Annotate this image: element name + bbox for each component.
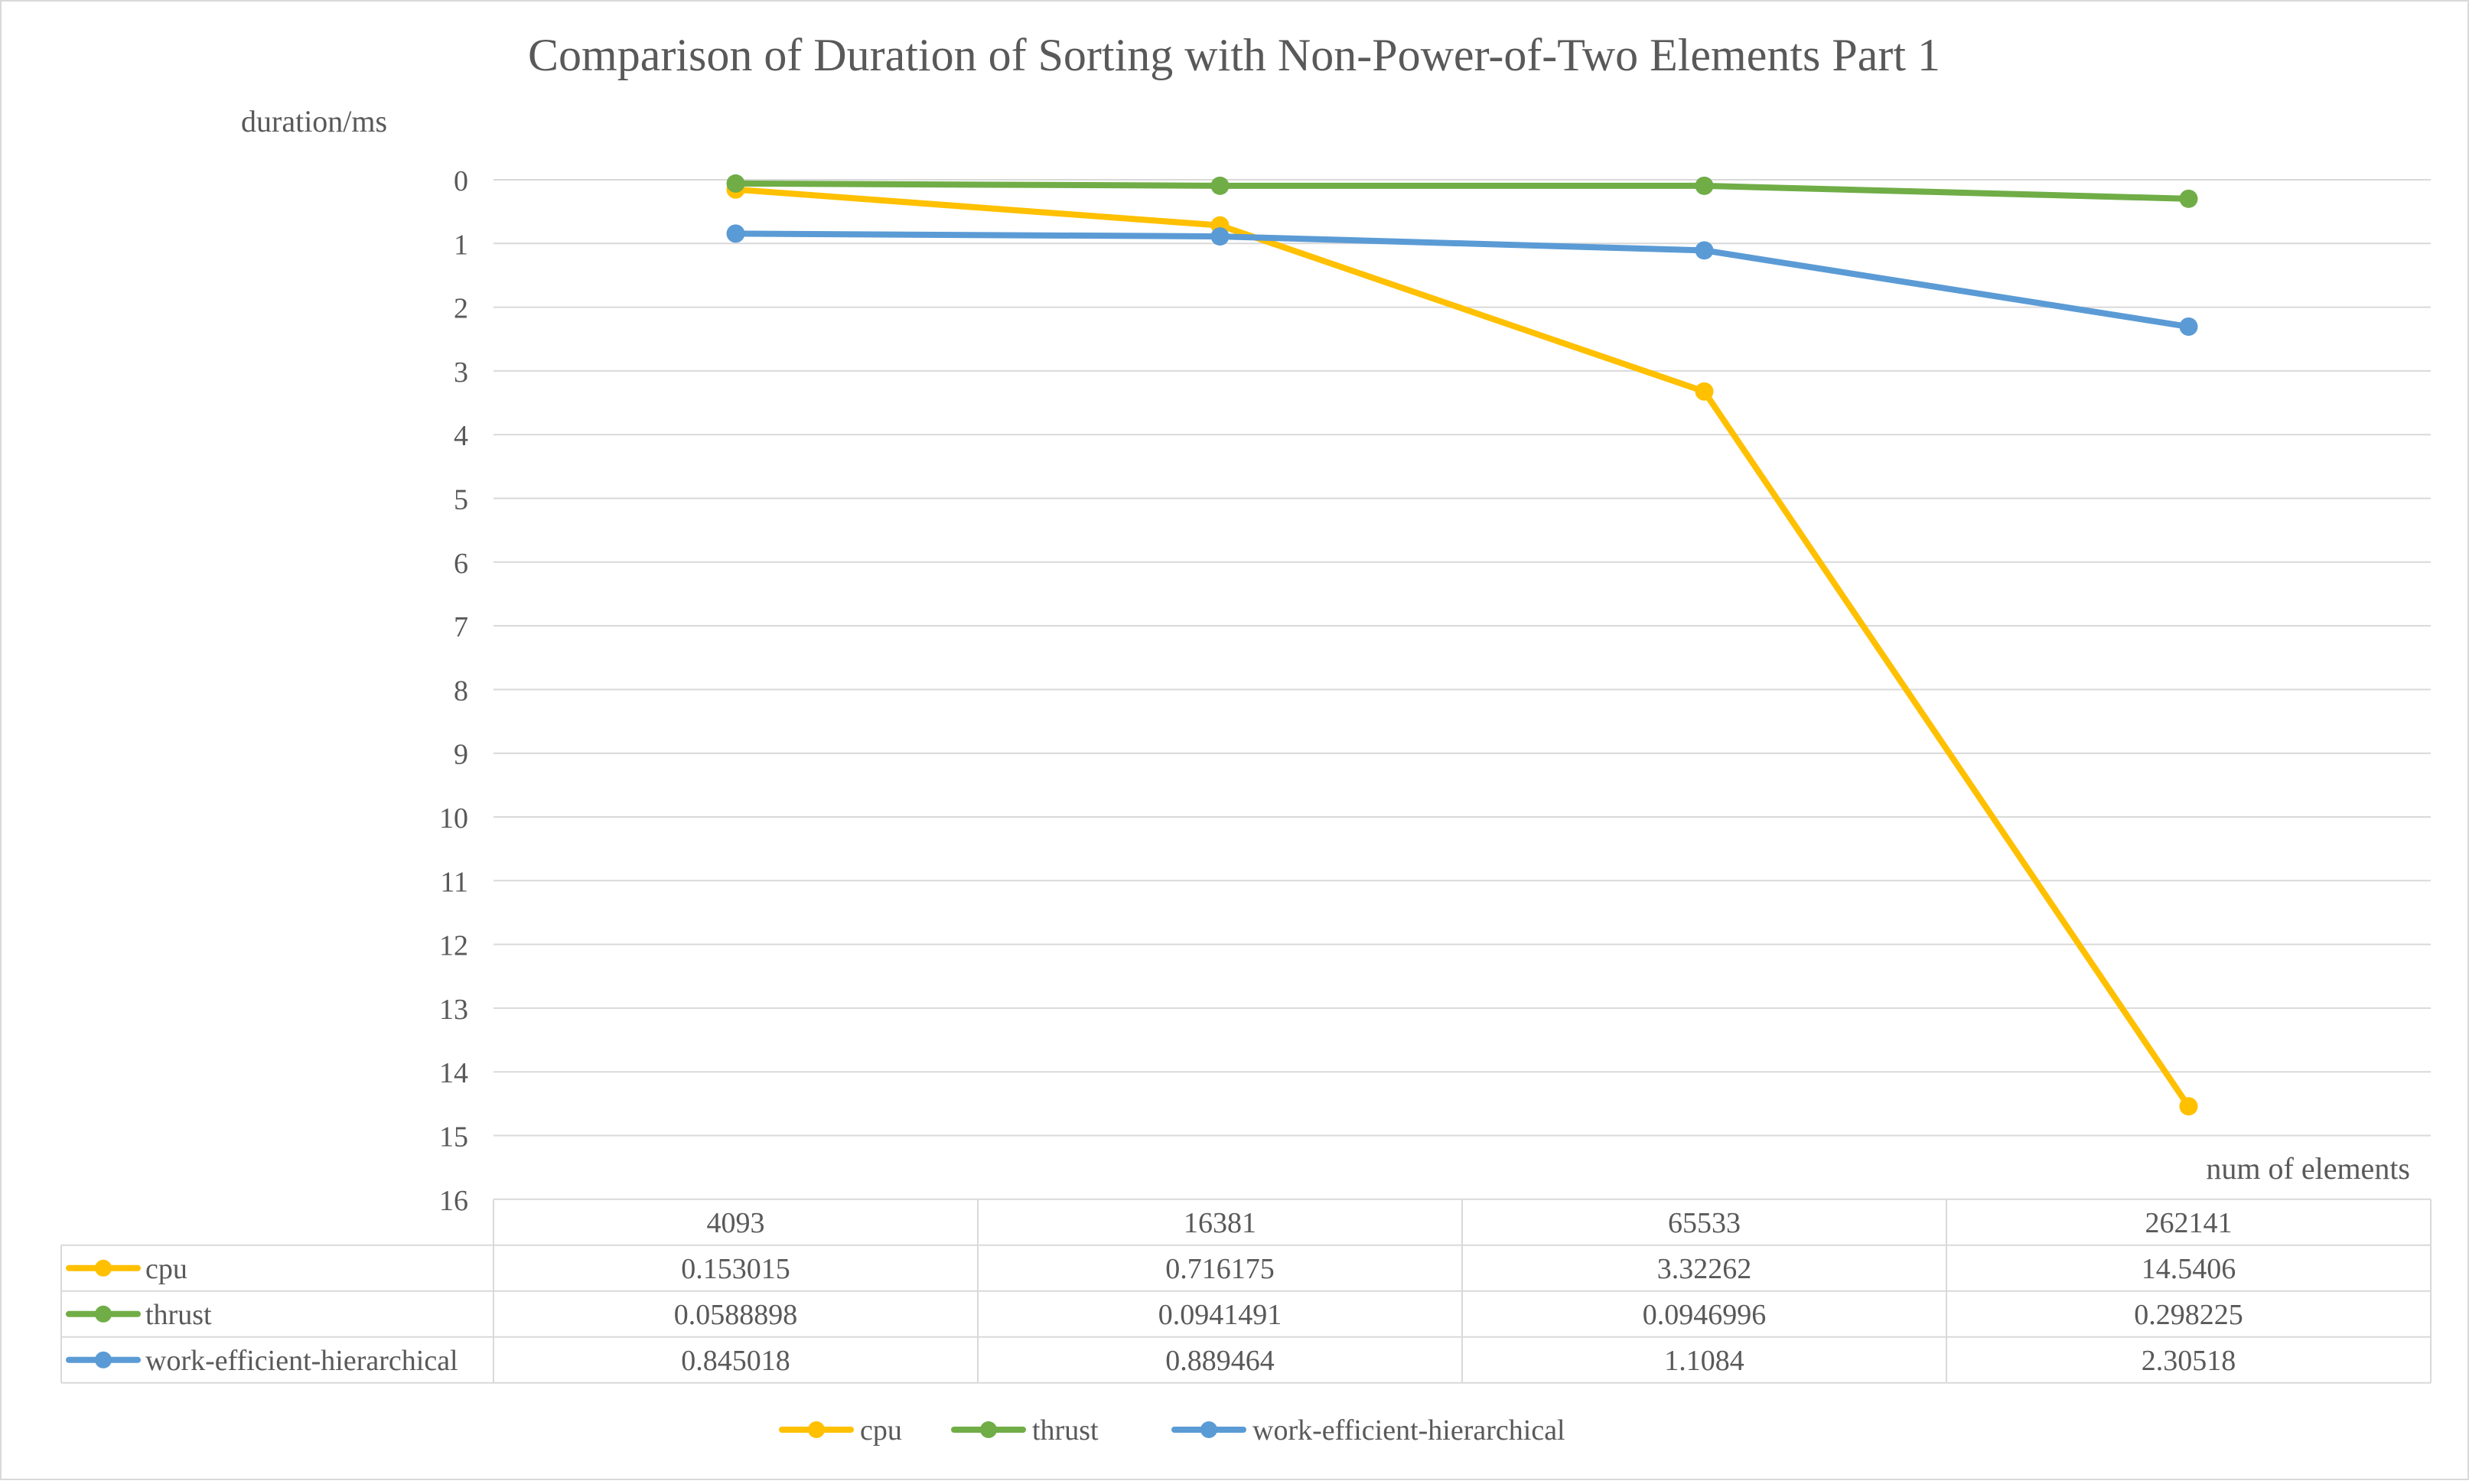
legend-label: thrust (1032, 1414, 1099, 1447)
table-legend-key-marker (95, 1351, 112, 1368)
table-series-name: thrust (145, 1299, 212, 1331)
data-point (2179, 189, 2198, 208)
legend-key-marker (1200, 1421, 1217, 1438)
data-point (1695, 241, 1714, 260)
data-point (1210, 176, 1230, 195)
data-point (1695, 176, 1714, 195)
data-point (2179, 1097, 2198, 1116)
table-cell: 0.153015 (681, 1253, 790, 1285)
table-cell: 0.0588898 (674, 1299, 798, 1331)
legend: cpu thrust work-efficient-hierarchical (779, 1414, 1565, 1447)
table-series-name: cpu (145, 1253, 187, 1285)
gridlines (493, 179, 2431, 1137)
data-point (1695, 382, 1714, 401)
y-tick-label: 8 (454, 675, 468, 707)
table-cell: 0.0946996 (1643, 1299, 1767, 1331)
table-cell: 0.298225 (2134, 1299, 2243, 1331)
table-cell: 2.30518 (2142, 1345, 2236, 1377)
legend-key-marker (980, 1421, 997, 1438)
legend-label: work-efficient-hierarchical (1252, 1414, 1565, 1447)
series-work-efficient-hierarchical (726, 224, 2198, 337)
x-category-label: 4093 (707, 1207, 765, 1239)
y-tick-label: 15 (439, 1121, 468, 1154)
y-tick-label: 9 (454, 739, 468, 771)
series-lines (726, 174, 2198, 1116)
y-tick-label: 3 (454, 356, 468, 389)
data-point (2179, 317, 2198, 337)
y-tick-label: 4 (454, 420, 468, 452)
x-category-label: 16381 (1184, 1207, 1256, 1239)
table-cell: 0.845018 (681, 1345, 790, 1377)
y-tick-label: 6 (454, 548, 468, 580)
legend-label: cpu (860, 1414, 902, 1447)
y-tick-label: 7 (454, 611, 468, 643)
x-category-label: 65533 (1668, 1207, 1741, 1239)
y-tick-label: 5 (454, 484, 468, 516)
table-cell: 0.716175 (1165, 1253, 1275, 1285)
data-point (726, 224, 745, 243)
legend-key-marker (808, 1421, 825, 1438)
y-axis-label: duration/ms (241, 104, 387, 138)
data-point (1210, 227, 1230, 246)
y-tick-label: 1 (454, 229, 468, 261)
table-legend-key-marker (95, 1259, 112, 1277)
y-tick-label: 14 (439, 1057, 468, 1089)
series-line (732, 180, 2192, 202)
chart-title: Comparison of Duration of Sorting with N… (528, 30, 1940, 80)
x-category-label: 262141 (2145, 1207, 2233, 1239)
table-cell: 0.889464 (1165, 1345, 1275, 1377)
table-cell: 0.0941491 (1158, 1299, 1282, 1331)
y-tick-label: 13 (439, 994, 468, 1026)
y-tick-label: 10 (439, 802, 468, 835)
y-tick-label: 16 (439, 1185, 468, 1217)
y-tick-label: 0 (454, 165, 468, 197)
table-legend-key-marker (95, 1305, 112, 1323)
y-tick-label: 11 (440, 866, 468, 898)
data-table: 4093 16381 65533 262141 cpu 0.153015 0.716175 3… (60, 1198, 2432, 1384)
table-series-name: work-efficient-hierarchical (145, 1345, 458, 1377)
data-point (726, 174, 745, 193)
table-cell: 1.1084 (1664, 1345, 1744, 1377)
y-tick-label: 12 (439, 930, 468, 962)
series-line (732, 230, 2192, 330)
series-line (732, 186, 2192, 1110)
table-cell: 3.32262 (1657, 1253, 1752, 1285)
series-thrust (726, 174, 2198, 208)
x-axis-label: num of elements (2206, 1151, 2410, 1186)
y-tick-label: 2 (454, 293, 468, 325)
table-cell: 14.5406 (2142, 1253, 2236, 1285)
